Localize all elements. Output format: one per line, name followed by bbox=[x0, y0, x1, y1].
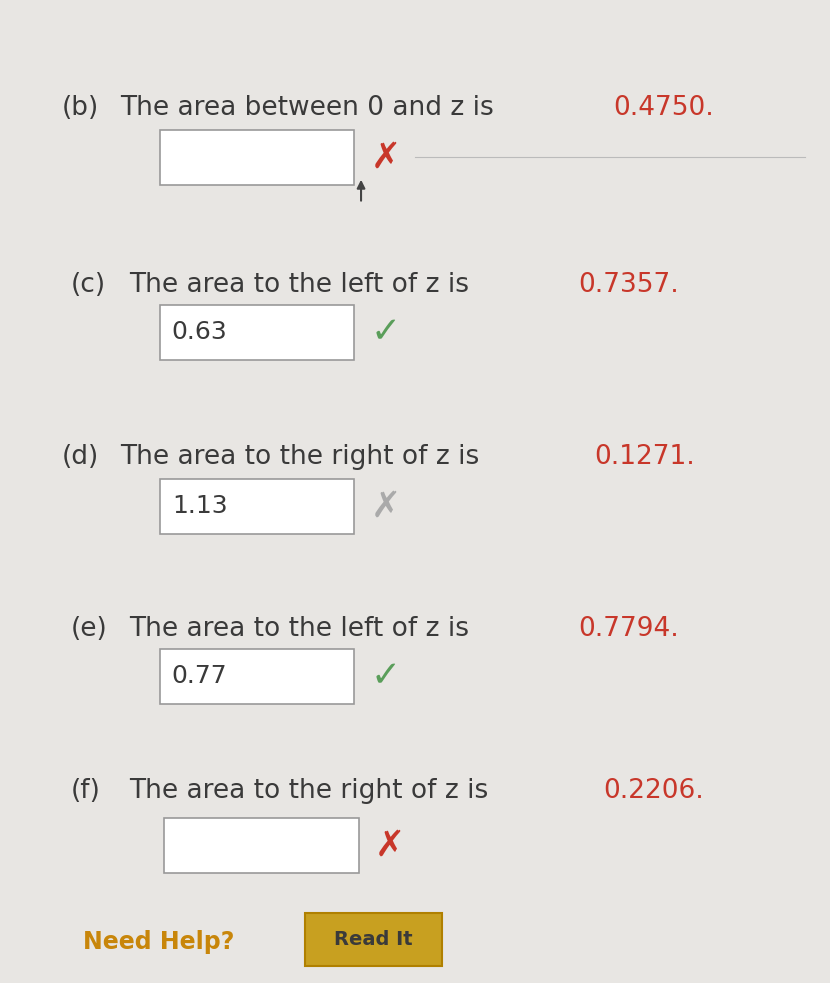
Text: 1.13: 1.13 bbox=[172, 494, 227, 518]
Text: The area to the right of z is: The area to the right of z is bbox=[120, 444, 488, 470]
Text: The area to the left of z is 0.7794.: The area to the left of z is 0.7794. bbox=[129, 616, 578, 642]
Text: 0.77: 0.77 bbox=[172, 665, 227, 688]
Text: Read It: Read It bbox=[334, 930, 413, 950]
Text: (b): (b) bbox=[62, 95, 100, 121]
Text: The area to the left of z is 0.7357.: The area to the left of z is 0.7357. bbox=[129, 272, 578, 298]
FancyBboxPatch shape bbox=[164, 818, 359, 873]
Text: (c): (c) bbox=[71, 272, 105, 298]
Text: The area between 0 and z is 0.4750.: The area between 0 and z is 0.4750. bbox=[120, 95, 603, 121]
Text: 0.2206.: 0.2206. bbox=[603, 779, 704, 804]
Text: ✓: ✓ bbox=[371, 660, 401, 693]
FancyBboxPatch shape bbox=[305, 913, 442, 966]
Text: The area to the left of z is: The area to the left of z is bbox=[129, 272, 477, 298]
Text: (e): (e) bbox=[71, 616, 107, 642]
Text: The area to the right of z is: The area to the right of z is bbox=[129, 779, 496, 804]
Text: ✓: ✓ bbox=[371, 316, 401, 349]
Text: 0.1271.: 0.1271. bbox=[595, 444, 696, 470]
Text: The area to the right of z is 0.2206.: The area to the right of z is 0.2206. bbox=[129, 779, 597, 804]
Text: 0.63: 0.63 bbox=[172, 320, 227, 344]
Text: The area to the left of z is: The area to the left of z is bbox=[129, 616, 477, 642]
Text: Need Help?: Need Help? bbox=[83, 930, 234, 954]
Text: ✗: ✗ bbox=[375, 829, 405, 862]
Text: ✗: ✗ bbox=[371, 141, 401, 174]
Text: The area to the right of z is 0.1271.: The area to the right of z is 0.1271. bbox=[120, 444, 588, 470]
Text: (d): (d) bbox=[62, 444, 100, 470]
FancyBboxPatch shape bbox=[160, 479, 354, 534]
FancyBboxPatch shape bbox=[160, 130, 354, 185]
Text: The area between 0 and z is: The area between 0 and z is bbox=[120, 95, 502, 121]
Text: ✗: ✗ bbox=[371, 490, 401, 523]
Text: 0.7357.: 0.7357. bbox=[579, 272, 679, 298]
FancyBboxPatch shape bbox=[160, 649, 354, 704]
FancyBboxPatch shape bbox=[160, 305, 354, 360]
Text: 0.4750.: 0.4750. bbox=[613, 95, 714, 121]
Text: (f): (f) bbox=[71, 779, 100, 804]
Text: 0.7794.: 0.7794. bbox=[579, 616, 679, 642]
